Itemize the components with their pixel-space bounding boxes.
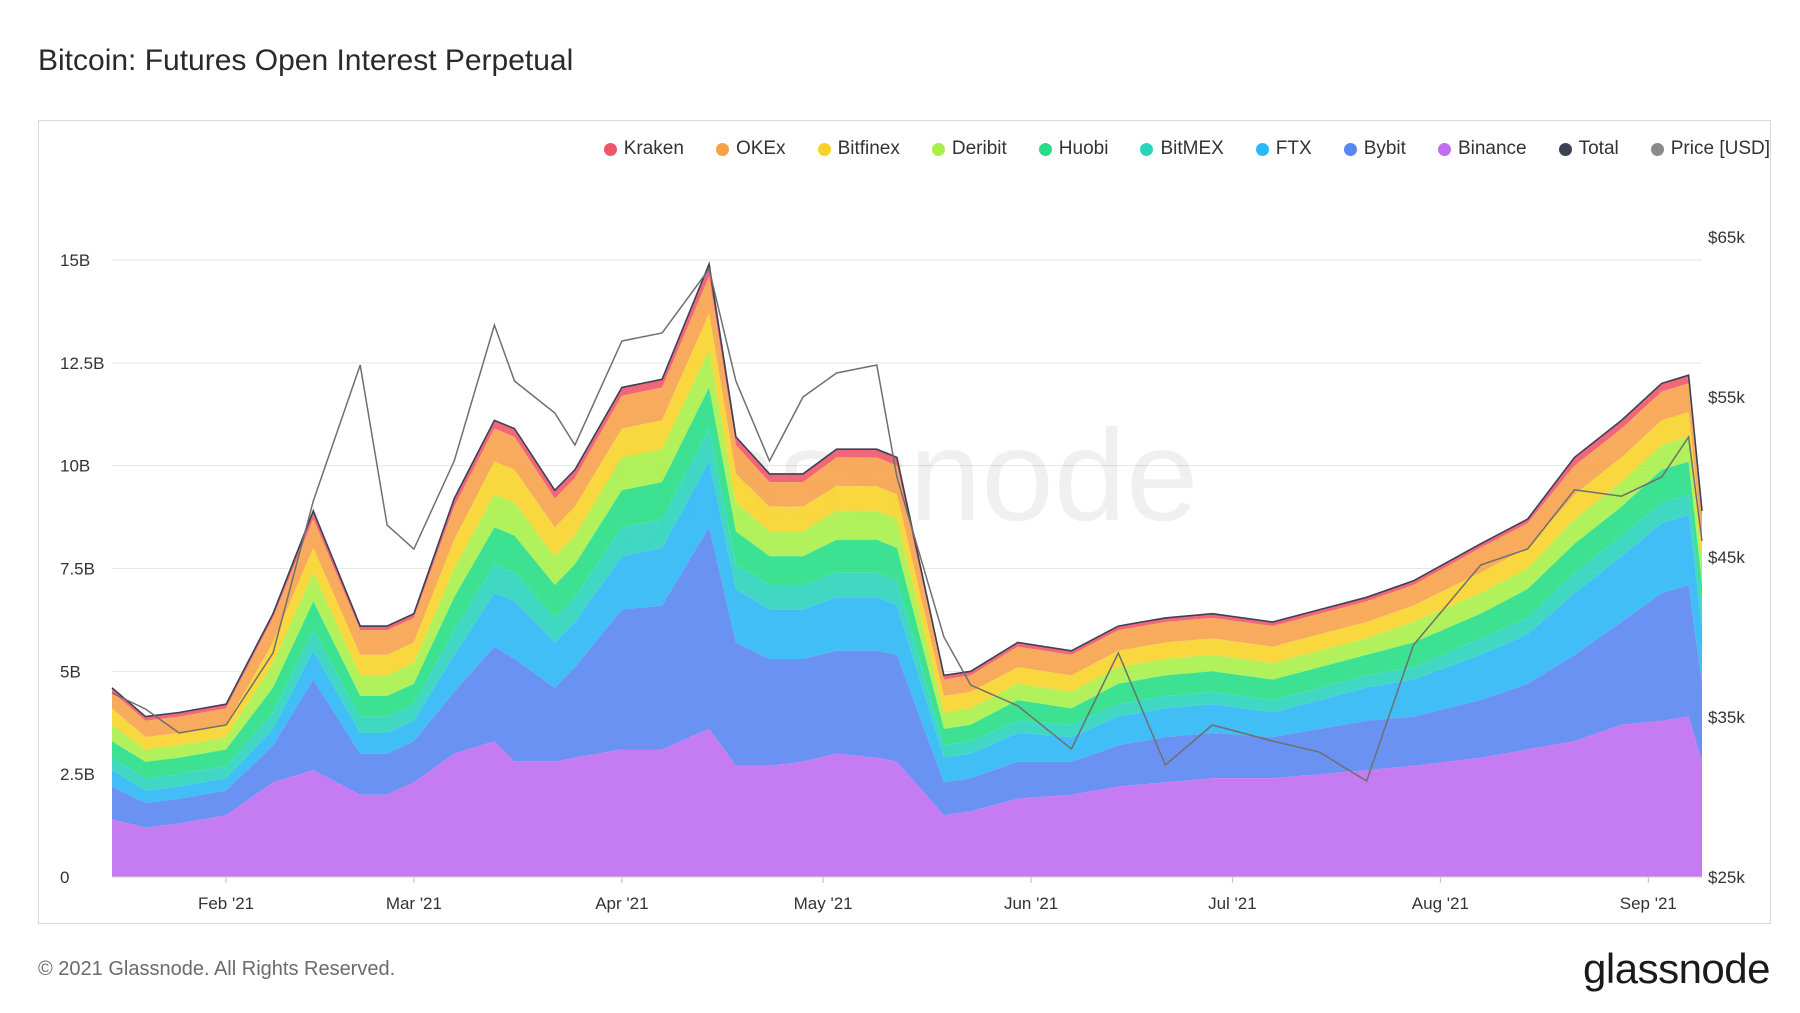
page-title: Bitcoin: Futures Open Interest Perpetual <box>38 44 574 77</box>
legend-dot <box>1255 142 1269 156</box>
y-left-tick-label: 7.5B <box>60 560 95 579</box>
x-tick-label: Jul '21 <box>1208 894 1257 913</box>
y-right-tick-label: $25k <box>1708 868 1745 887</box>
y-right-tick-label: $35k <box>1708 708 1745 727</box>
legend-label: Total <box>1578 138 1619 159</box>
legend-label: Bitfinex <box>837 138 900 159</box>
y-left-tick-label: 0 <box>60 868 69 887</box>
x-tick-label: Sep '21 <box>1620 894 1677 913</box>
brand-logo: glassnode <box>1583 945 1770 992</box>
y-left-tick-label: 5B <box>60 662 81 681</box>
legend-dot <box>931 142 945 156</box>
y-right-tick-label: $45k <box>1708 548 1745 567</box>
legend-label: Price [USD] <box>1670 138 1770 159</box>
area-okex <box>112 276 1702 738</box>
legend-item-bybit[interactable]: Bybit <box>1343 138 1406 160</box>
legend-item-price-usd[interactable]: Price [USD] <box>1650 138 1770 160</box>
legend-label: Bybit <box>1363 138 1406 159</box>
price-line <box>111 267 1703 783</box>
legend-item-kraken[interactable]: Kraken <box>603 138 684 160</box>
legend-item-okex[interactable]: OKEx <box>715 138 786 160</box>
legend-item-binance[interactable]: Binance <box>1437 138 1527 160</box>
x-tick-label: May '21 <box>794 894 853 913</box>
area-deribit <box>112 350 1702 762</box>
legend-item-total[interactable]: Total <box>1558 138 1619 160</box>
x-tick-label: Jun '21 <box>1004 894 1058 913</box>
x-tick-label: Aug '21 <box>1412 894 1469 913</box>
area-ftx <box>112 461 1702 803</box>
area-layer <box>112 264 1702 877</box>
y-left-tick-label: 2.5B <box>60 765 95 784</box>
x-tick-label: Feb '21 <box>198 894 254 913</box>
y-left-tick-label: 15B <box>60 251 90 270</box>
total-line <box>111 261 1703 718</box>
legend-item-deribit[interactable]: Deribit <box>931 138 1007 160</box>
y-left-tick-label: 10B <box>60 457 90 476</box>
legend-label: Binance <box>1457 138 1527 159</box>
x-tick-label: Apr '21 <box>595 894 648 913</box>
legend-dot <box>1140 142 1154 156</box>
legend-dot <box>1038 142 1052 156</box>
area-huobi <box>112 387 1702 779</box>
chart-frame <box>38 120 1771 924</box>
legend-item-ftx[interactable]: FTX <box>1255 138 1312 160</box>
legend-item-bitmex[interactable]: BitMEX <box>1140 138 1224 160</box>
area-bybit <box>112 527 1702 828</box>
axis-layer: 0 2.5B 5B 7.5B 10B 12.5B 15B $25k $35k $45k $55k $6… <box>60 228 1745 913</box>
y-left-tick-label: 12.5B <box>60 354 104 373</box>
legend-dot <box>817 142 831 156</box>
y-right-tick-label: $55k <box>1708 388 1745 407</box>
legend-dot <box>1343 142 1357 156</box>
area-bitfinex <box>112 313 1702 750</box>
copyright-text: © 2021 Glassnode. All Rights Reserved. <box>38 958 396 980</box>
legend-label: OKEx <box>735 138 786 159</box>
x-tick-label: Mar '21 <box>386 894 442 913</box>
legend-label: Deribit <box>951 138 1007 159</box>
legend-label: BitMEX <box>1160 138 1224 159</box>
legend-label: Huobi <box>1058 138 1109 159</box>
legend-dot <box>603 142 617 156</box>
legend-item-huobi[interactable]: Huobi <box>1038 138 1109 160</box>
legend-dot <box>1650 142 1664 156</box>
legend-item-bitfinex[interactable]: Bitfinex <box>817 138 900 160</box>
legend-label: FTX <box>1275 138 1312 159</box>
legend-dot <box>715 142 729 156</box>
legend-dot <box>1558 142 1572 156</box>
line-layer <box>111 261 1703 783</box>
area-bitmex <box>112 428 1702 791</box>
legend: Kraken OKEx Bitfinex Deribit Huobi BitMEX FTX B… <box>572 138 1770 160</box>
area-binance <box>112 716 1702 877</box>
legend-dot <box>1437 142 1451 156</box>
y-right-tick-label: $65k <box>1708 228 1745 247</box>
legend-label: Kraken <box>623 138 684 159</box>
